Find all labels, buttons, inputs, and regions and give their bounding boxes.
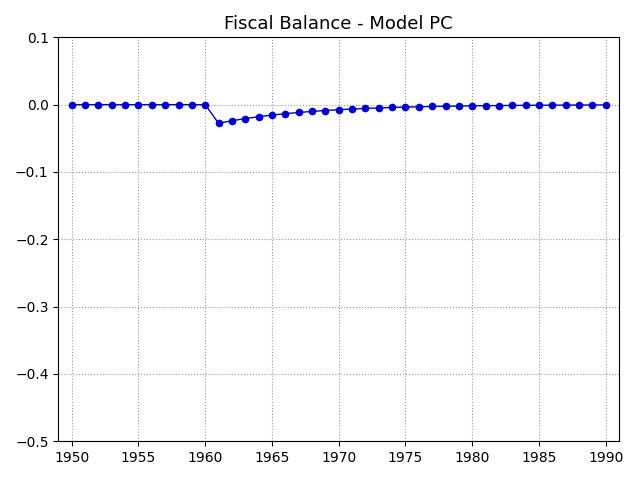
Title: Fiscal Balance - Model PC: Fiscal Balance - Model PC — [225, 15, 453, 33]
